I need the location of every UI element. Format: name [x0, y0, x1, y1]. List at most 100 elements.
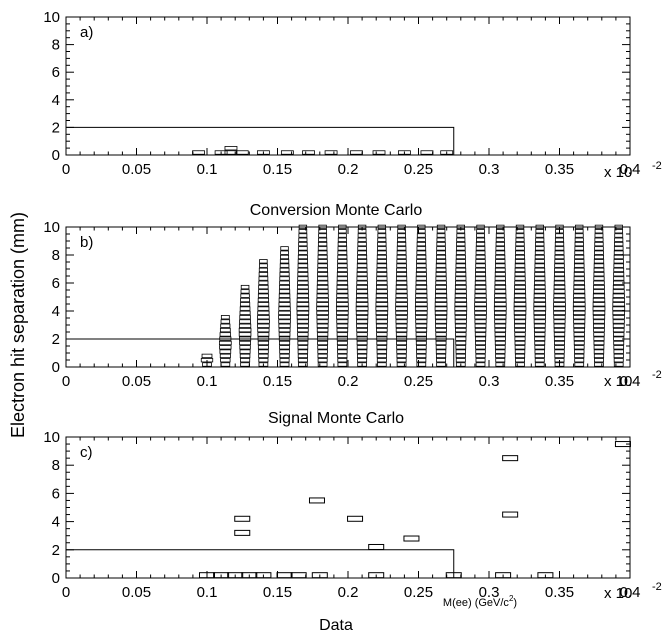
- data-box: [476, 229, 485, 234]
- data-box: [278, 315, 291, 320]
- data-box: [297, 250, 308, 255]
- y-tick-label: 2: [52, 119, 60, 136]
- data-box: [614, 441, 631, 448]
- x-tick-label: 0: [62, 373, 70, 390]
- data-box: [513, 315, 527, 320]
- y-tick-label: 10: [43, 429, 60, 446]
- data-box: [279, 358, 290, 363]
- data-box: [337, 263, 348, 268]
- data-box: [612, 319, 625, 324]
- data-box: [533, 319, 546, 324]
- data-box: [258, 267, 268, 273]
- data-box: [278, 332, 291, 337]
- data-box: [592, 319, 606, 324]
- data-box: [279, 340, 291, 346]
- data-box: [594, 241, 604, 247]
- data-box: [278, 327, 291, 333]
- data-box: [239, 345, 251, 350]
- data-box: [395, 284, 408, 290]
- data-box: [239, 315, 251, 320]
- data-box: [297, 327, 309, 333]
- data-box: [415, 284, 428, 290]
- data-box: [613, 362, 624, 367]
- data-box: [337, 259, 348, 264]
- data-box: [317, 358, 328, 363]
- data-box: [574, 237, 584, 242]
- data-box: [533, 289, 546, 294]
- data-box: [297, 276, 309, 281]
- data-box: [316, 284, 329, 290]
- x-tick-label: 0.05: [122, 584, 151, 601]
- data-box: [297, 345, 309, 350]
- data-box: [337, 353, 348, 359]
- panel-label: a): [80, 24, 93, 41]
- data-box: [356, 267, 368, 273]
- data-box: [593, 323, 605, 328]
- data-box: [435, 353, 447, 359]
- data-box: [613, 259, 624, 264]
- x-axis-label-text: M(ee) (GeV/c: [443, 597, 510, 609]
- data-box: [436, 358, 447, 363]
- data-box: [417, 229, 426, 234]
- data-box: [476, 237, 486, 242]
- data-box: [555, 229, 564, 234]
- data-box: [474, 293, 487, 298]
- data-box: [554, 349, 565, 354]
- data-box: [357, 246, 367, 251]
- data-box: [416, 237, 426, 242]
- data-box: [257, 315, 270, 320]
- data-box: [357, 250, 367, 255]
- data-box: [336, 280, 349, 285]
- data-box: [475, 254, 486, 260]
- data-box: [336, 327, 349, 333]
- data-box: [375, 315, 388, 320]
- data-box: [302, 150, 315, 155]
- data-box: [415, 319, 428, 324]
- data-box: [554, 340, 565, 346]
- y-tick-label: 6: [52, 64, 60, 81]
- data-box: [317, 345, 328, 350]
- data-box: [474, 280, 487, 285]
- data-box: [495, 259, 506, 264]
- cut-region-line: [66, 549, 455, 578]
- data-box: [355, 306, 369, 311]
- x-axis-label-end: ): [513, 597, 517, 609]
- data-box: [494, 280, 506, 285]
- data-box: [456, 233, 466, 238]
- y-axis-label: Electron hit separation (mm): [8, 212, 28, 438]
- data-box: [396, 272, 408, 277]
- data-box: [297, 280, 309, 285]
- data-box: [554, 259, 565, 264]
- data-box: [515, 362, 525, 367]
- x-tick-label: 0.05: [122, 161, 151, 178]
- data-box: [337, 345, 348, 350]
- x-tick-label: 0.35: [545, 584, 574, 601]
- data-box: [298, 229, 308, 234]
- data-box: [573, 272, 585, 277]
- data-box: [258, 280, 269, 285]
- data-box: [337, 237, 347, 242]
- data-box: [375, 319, 388, 324]
- data-box: [493, 306, 507, 311]
- data-box: [495, 229, 505, 234]
- data-box: [403, 535, 420, 542]
- data-box: [476, 233, 485, 238]
- data-box: [376, 250, 387, 255]
- data-box: [296, 315, 310, 320]
- data-box: [239, 340, 251, 346]
- data-box: [592, 306, 606, 311]
- data-box: [534, 276, 546, 281]
- data-box: [435, 327, 447, 333]
- data-box: [297, 272, 309, 277]
- x-tick-label: 0.35: [545, 373, 574, 390]
- data-box: [278, 310, 291, 316]
- data-box: [375, 297, 389, 303]
- data-box: [316, 289, 329, 294]
- data-box: [613, 332, 625, 337]
- data-box: [455, 272, 467, 277]
- data-box: [376, 349, 388, 354]
- y-tick-label: 0: [52, 570, 60, 587]
- data-box: [395, 319, 408, 324]
- data-box: [336, 332, 349, 337]
- data-box: [375, 306, 389, 311]
